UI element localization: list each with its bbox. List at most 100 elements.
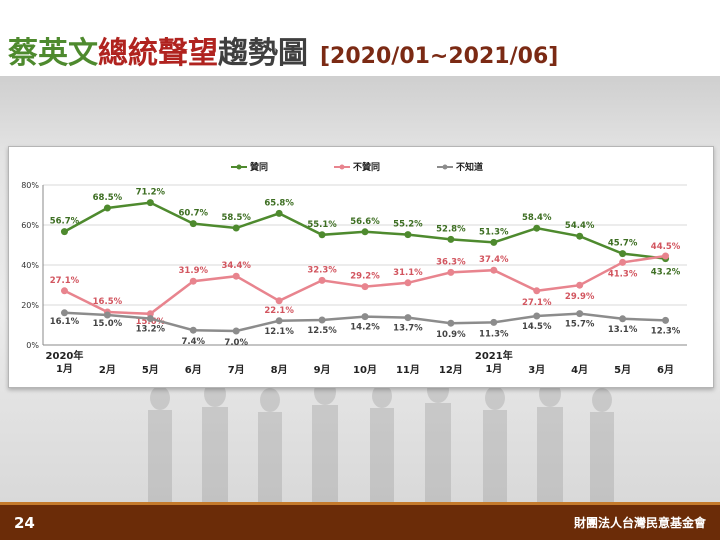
data-label-disapprove: 31.9% xyxy=(179,266,209,276)
data-point-unknown xyxy=(275,317,283,325)
y-tick-label: 80% xyxy=(21,181,39,190)
data-label-unknown: 13.2% xyxy=(136,325,166,335)
data-label-unknown: 12.1% xyxy=(264,327,294,337)
data-label-approve: 55.1% xyxy=(307,220,337,230)
data-label-disapprove: 32.3% xyxy=(307,265,337,275)
y-tick-label: 20% xyxy=(21,301,39,310)
data-label-approve: 52.8% xyxy=(436,224,466,234)
data-point-disapprove xyxy=(490,266,498,274)
x-tick-label: 2020年 xyxy=(46,349,84,362)
data-point-disapprove xyxy=(232,272,240,280)
data-point-approve xyxy=(447,235,455,243)
x-tick-label: 11月 xyxy=(396,364,420,376)
x-tick-label: 5月 xyxy=(142,364,159,376)
slide-title: 蔡英文 總統聲望 趨勢圖 [2020/01~2021/06] xyxy=(8,28,558,71)
x-tick-label: 1月 xyxy=(56,363,73,375)
data-point-disapprove xyxy=(318,276,326,284)
x-tick-label: 9月 xyxy=(314,364,331,376)
data-point-approve xyxy=(490,238,498,246)
data-label-approve: 68.5% xyxy=(93,193,123,203)
legend-label-approve: 贊同 xyxy=(250,161,268,173)
crowd-silhouette-image xyxy=(148,380,614,502)
data-label-unknown: 11.3% xyxy=(479,329,509,339)
legend-marker-approve xyxy=(236,164,242,170)
data-label-unknown: 12.3% xyxy=(651,326,681,336)
data-point-disapprove xyxy=(361,283,369,291)
data-point-disapprove xyxy=(662,252,670,260)
data-label-unknown: 7.0% xyxy=(224,338,248,348)
data-label-unknown: 12.5% xyxy=(307,326,337,336)
data-label-disapprove: 34.4% xyxy=(221,261,251,271)
data-label-approve: 45.7% xyxy=(608,239,638,249)
data-label-disapprove: 27.1% xyxy=(50,276,80,286)
data-label-disapprove: 44.5% xyxy=(651,242,681,252)
data-label-unknown: 10.9% xyxy=(436,330,466,340)
organization-name: 財團法人台灣民意基金會 xyxy=(573,516,706,530)
data-point-unknown xyxy=(490,318,498,326)
data-label-approve: 60.7% xyxy=(179,209,209,219)
chart-frame: 0% 20% 40% 60% 80% 2020年 1月 2月 5月 6月 7月 8月 9月 10月 11月 1… xyxy=(8,146,714,388)
title-trend: 趨勢圖 xyxy=(218,36,308,71)
data-label-approve: 56.6% xyxy=(350,217,380,227)
data-point-unknown xyxy=(318,316,326,324)
data-label-disapprove: 27.1% xyxy=(522,298,552,308)
data-point-approve xyxy=(576,232,584,240)
data-label-unknown: 16.1% xyxy=(50,317,80,327)
data-point-approve xyxy=(361,228,369,236)
data-point-unknown xyxy=(619,315,627,323)
data-point-disapprove xyxy=(576,281,584,289)
data-point-unknown xyxy=(146,315,154,323)
data-point-unknown xyxy=(576,310,584,318)
data-point-unknown xyxy=(662,316,670,324)
y-tick-label: 60% xyxy=(21,221,39,230)
x-tick-label: 3月 xyxy=(528,364,545,376)
x-tick-label: 10月 xyxy=(353,364,377,376)
data-point-unknown xyxy=(189,326,197,334)
x-tick-label: 2月 xyxy=(99,364,116,376)
data-label-approve: 58.4% xyxy=(522,213,552,223)
data-label-approve: 71.2% xyxy=(136,188,166,198)
data-point-disapprove xyxy=(275,297,283,305)
data-label-disapprove: 29.2% xyxy=(350,272,380,282)
data-label-disapprove: 41.3% xyxy=(608,269,638,279)
data-point-unknown xyxy=(361,313,369,321)
data-point-disapprove xyxy=(60,287,68,295)
legend-label-unknown: 不知道 xyxy=(456,161,483,173)
data-point-approve xyxy=(146,199,154,207)
data-point-approve xyxy=(103,204,111,212)
data-point-approve xyxy=(533,224,541,232)
data-label-disapprove: 37.4% xyxy=(479,255,509,265)
data-point-approve xyxy=(318,231,326,239)
data-point-approve xyxy=(189,220,197,228)
data-label-disapprove: 16.5% xyxy=(93,297,123,307)
x-tick-label: 5月 xyxy=(614,364,631,376)
x-tick-label: 6月 xyxy=(657,364,674,376)
data-point-unknown xyxy=(447,319,455,327)
data-point-approve xyxy=(619,250,627,258)
data-label-approve: 65.8% xyxy=(264,198,294,208)
data-label-disapprove: 36.3% xyxy=(436,257,466,267)
data-point-approve xyxy=(60,228,68,236)
data-label-approve: 54.4% xyxy=(565,221,595,231)
data-label-unknown: 14.2% xyxy=(350,323,380,333)
data-point-unknown xyxy=(60,309,68,317)
data-point-unknown xyxy=(404,314,412,322)
data-label-unknown: 15.7% xyxy=(565,320,595,330)
y-tick-label: 40% xyxy=(21,261,39,270)
data-point-disapprove xyxy=(447,268,455,276)
data-point-disapprove xyxy=(533,287,541,295)
x-tick-label: 12月 xyxy=(439,364,463,376)
x-tick-label: 1月 xyxy=(485,363,502,375)
data-point-approve xyxy=(275,209,283,217)
legend-marker-unknown xyxy=(442,164,448,170)
data-label-unknown: 7.4% xyxy=(181,337,205,347)
data-label-unknown: 13.7% xyxy=(393,324,423,334)
data-label-approve: 55.2% xyxy=(393,220,423,230)
data-label-approve: 43.2% xyxy=(651,268,681,278)
data-point-unknown xyxy=(103,311,111,319)
data-label-unknown: 13.1% xyxy=(608,325,638,335)
data-label-disapprove: 29.9% xyxy=(565,292,595,302)
data-point-approve xyxy=(232,224,240,232)
x-tick-label: 2021年 xyxy=(475,349,513,362)
